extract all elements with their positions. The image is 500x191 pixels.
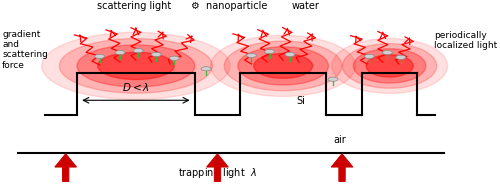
Ellipse shape xyxy=(342,44,436,88)
Circle shape xyxy=(152,52,162,57)
Circle shape xyxy=(364,54,374,58)
Circle shape xyxy=(285,52,295,57)
FancyArrow shape xyxy=(55,154,76,181)
FancyArrow shape xyxy=(206,154,229,181)
FancyArrow shape xyxy=(331,154,353,181)
Ellipse shape xyxy=(366,55,413,77)
Ellipse shape xyxy=(210,35,356,96)
Ellipse shape xyxy=(98,52,174,80)
Circle shape xyxy=(94,54,104,58)
Circle shape xyxy=(115,50,125,55)
Text: Si: Si xyxy=(297,96,306,106)
Circle shape xyxy=(264,49,274,54)
Text: gradient
and
scattering
force: gradient and scattering force xyxy=(2,30,48,70)
Text: trapping light  $\lambda$: trapping light $\lambda$ xyxy=(178,167,257,180)
Text: water: water xyxy=(292,1,320,11)
Circle shape xyxy=(396,55,406,59)
Circle shape xyxy=(382,50,392,55)
Ellipse shape xyxy=(224,41,342,91)
Ellipse shape xyxy=(60,39,212,93)
Text: $D<\lambda$: $D<\lambda$ xyxy=(122,81,150,93)
Circle shape xyxy=(201,67,211,71)
Text: air: air xyxy=(333,135,345,145)
Text: scattering light: scattering light xyxy=(96,1,171,11)
Ellipse shape xyxy=(238,47,328,85)
Circle shape xyxy=(133,49,143,53)
Circle shape xyxy=(246,53,256,57)
Text: periodically
localized light: periodically localized light xyxy=(434,31,497,50)
Ellipse shape xyxy=(332,38,448,93)
Ellipse shape xyxy=(354,49,426,83)
Ellipse shape xyxy=(42,32,230,100)
Ellipse shape xyxy=(77,45,195,87)
Circle shape xyxy=(328,77,338,81)
Text: ⚙  nanoparticle: ⚙ nanoparticle xyxy=(190,1,267,11)
Ellipse shape xyxy=(254,53,312,78)
Circle shape xyxy=(170,56,179,60)
